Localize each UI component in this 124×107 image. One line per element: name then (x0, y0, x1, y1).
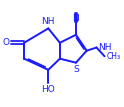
Text: S: S (74, 65, 79, 74)
Text: HO: HO (41, 85, 55, 94)
Text: NH: NH (42, 17, 55, 26)
Text: N: N (73, 14, 79, 23)
Text: O: O (2, 38, 9, 47)
Text: CH₃: CH₃ (106, 52, 120, 61)
Text: NH: NH (98, 43, 112, 52)
